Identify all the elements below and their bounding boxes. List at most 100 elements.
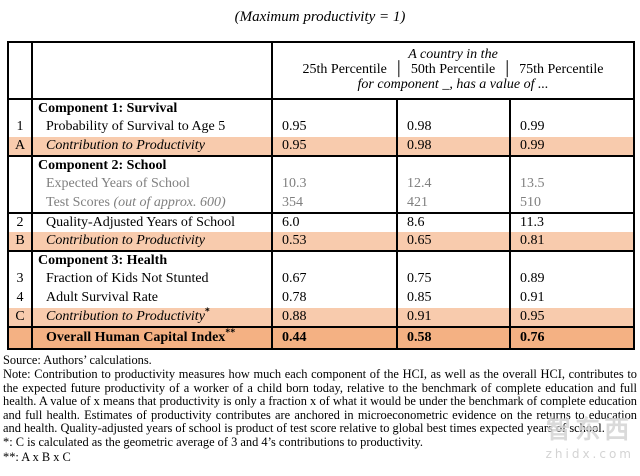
cell-value: 510	[510, 194, 635, 214]
cell-value: 0.65	[397, 232, 511, 252]
header-num-cell	[8, 42, 33, 100]
table-row-overall-hci: Overall Human Capital Index** 0.44 0.58 …	[8, 326, 635, 349]
row-label: Quality-Adjusted Years of School	[32, 213, 273, 232]
cell-value	[397, 156, 511, 175]
footnote-double-star: **: A x B x C	[3, 449, 71, 464]
row-num: 4	[8, 289, 33, 308]
header-line-percentiles: 25th Percentile │ 50th Percentile │ 75th Per…	[273, 62, 633, 78]
table-row-component3: Component 3: Health	[8, 251, 634, 270]
cell-value: 8.6	[397, 213, 511, 232]
cell-value: 0.44	[272, 327, 398, 349]
cell-value: 0.98	[397, 118, 511, 137]
percentile-75-label: 75th Percentile	[519, 62, 604, 78]
row-num	[8, 175, 33, 194]
row-num	[8, 156, 33, 175]
row-num: C	[8, 308, 33, 328]
cell-value	[272, 251, 398, 270]
percentile-50-label: 50th Percentile	[410, 62, 496, 78]
table-row-quality-adjusted-years: 2 Quality-Adjusted Years of School 6.0 8…	[8, 213, 634, 232]
table-header-row: A country in the 25th Percentile │ 50th Pe…	[8, 42, 635, 100]
header-percentiles-cell: A country in the 25th Percentile │ 50th Pe…	[272, 42, 635, 100]
row-num: A	[8, 137, 33, 157]
cell-value: 13.5	[520, 176, 545, 192]
table-subtitle: (Maximum productivity = 1)	[234, 9, 406, 25]
cell-value: 10.3	[272, 175, 398, 194]
source-line: Source: Authors’ calculations.	[3, 353, 152, 367]
table-notes: Source: Authors’ calculations. Note: Con…	[3, 353, 637, 464]
row-label-text: Test Scores	[46, 194, 114, 210]
row-label: Test Scores (out of approx. 600)	[32, 194, 273, 214]
row-label-text: Contribution to Productivity	[46, 308, 205, 324]
table-row-contribution-c: C Contribution to Productivity* 0.88 0.9…	[8, 305, 635, 328]
cell-value: 0.78	[272, 289, 398, 308]
cell-value: 11.3	[520, 214, 544, 230]
section-label: Component 3: Health	[32, 251, 273, 270]
footnote-star: *: C is calculated as the geometric aver…	[3, 435, 424, 450]
cell-value: 6.0	[272, 213, 398, 232]
row-label: Adult Survival Rate	[32, 289, 273, 308]
table-row-not-stunted: 3 Fraction of Kids Not Stunted 0.67 0.75…	[8, 270, 634, 289]
header-line-component: for component _, has a value of ...	[357, 76, 549, 92]
cell-value: 354	[272, 194, 398, 214]
cell-value	[272, 156, 398, 175]
cell-value: 421	[397, 194, 511, 214]
cell-value: 0.76	[510, 327, 635, 349]
cell-value	[510, 251, 634, 270]
separator-bar: │	[502, 62, 513, 78]
row-label: Overall Human Capital Index**	[32, 326, 273, 349]
cell-value: 0.75	[397, 270, 511, 289]
cell-value	[397, 99, 511, 118]
cell-value: 0.88	[272, 308, 398, 328]
row-label: Probability of Survival to Age 5	[32, 118, 273, 137]
row-num	[8, 99, 33, 118]
note-paragraph: Note: Contribution to productivity measu…	[3, 367, 637, 435]
row-label-note: (out of approx. 600)	[113, 194, 226, 210]
cell-value	[272, 99, 398, 118]
row-label: Contribution to Productivity	[32, 232, 273, 252]
table-row-component2: Component 2: School	[8, 156, 634, 175]
table-row-survival-prob: 1 Probability of Survival to Age 5 0.95 …	[8, 118, 634, 137]
table-row-contribution-b: B Contribution to Productivity 0.53 0.65…	[8, 232, 635, 252]
row-num: 1	[8, 118, 33, 137]
percentile-25-label: 25th Percentile	[302, 62, 387, 78]
separator-bar: │	[393, 62, 404, 78]
footnote-marker: **	[225, 326, 236, 338]
cell-value: 0.67	[272, 270, 398, 289]
row-num	[8, 194, 33, 214]
footnote-marker: *	[204, 305, 210, 317]
section-label: Component 1: Survival	[32, 99, 273, 118]
hci-table: A country in the 25th Percentile │ 50th Pe…	[7, 41, 636, 350]
row-num	[8, 251, 33, 270]
table-row-component1: Component 1: Survival	[8, 99, 634, 118]
row-num: 2	[8, 213, 33, 232]
table-row-expected-years: Expected Years of School 10.3 12.4 13.5	[8, 175, 634, 194]
cell-value: 0.91	[397, 308, 511, 328]
cell-value	[510, 99, 634, 118]
table-row-contribution-a: A Contribution to Productivity 0.95 0.98…	[8, 137, 635, 157]
cell-value: 0.91	[520, 290, 545, 306]
section-label: Component 2: School	[32, 156, 273, 175]
cell-value: 0.99	[520, 119, 545, 135]
table-row-test-scores: Test Scores (out of approx. 600) 354 421…	[8, 194, 635, 214]
cell-value: 0.95	[272, 118, 398, 137]
cell-value: 0.53	[272, 232, 398, 252]
row-label-text: Overall Human Capital Index	[46, 329, 226, 345]
cell-value: 12.4	[397, 175, 511, 194]
row-num	[8, 327, 33, 349]
header-label-cell	[32, 42, 273, 100]
cell-value: 0.99	[510, 137, 635, 157]
row-label: Contribution to Productivity	[32, 137, 273, 157]
row-num: B	[8, 232, 33, 252]
cell-value: 0.58	[397, 327, 511, 349]
row-label: Contribution to Productivity*	[32, 305, 273, 328]
header-line-country: A country in the	[408, 47, 498, 63]
cell-value: 0.95	[272, 137, 398, 157]
cell-value: 0.85	[397, 289, 511, 308]
cell-value	[397, 251, 511, 270]
row-label: Expected Years of School	[32, 175, 273, 194]
cell-value: 0.81	[510, 232, 635, 252]
cell-value: 0.98	[397, 137, 511, 157]
cell-value: 0.95	[510, 308, 635, 328]
cell-value: 0.89	[520, 271, 545, 287]
table-row-adult-survival: 4 Adult Survival Rate 0.78 0.85 0.91	[8, 289, 634, 308]
